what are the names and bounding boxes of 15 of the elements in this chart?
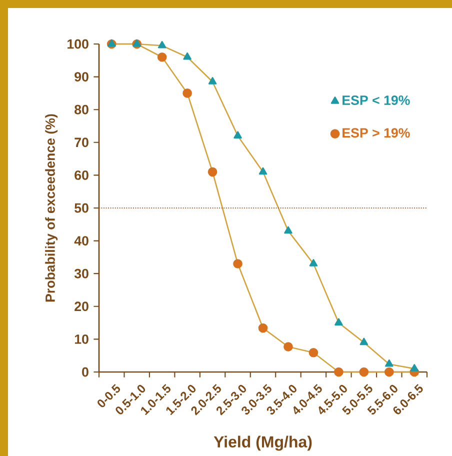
- y-tick-label: 0: [82, 367, 88, 377]
- y-tick-label: 30: [74, 268, 88, 278]
- y-tick-label: 40: [74, 236, 88, 246]
- y-tick-label: 100: [68, 39, 88, 49]
- y-tick-label: 10: [74, 334, 88, 344]
- y-tick-label: 50: [74, 203, 88, 213]
- y-axis-title: Probability of exceedence (%): [45, 114, 58, 302]
- y-tick-label: 20: [74, 302, 88, 312]
- y-tick-label: 80: [74, 104, 88, 114]
- legend-label: ESP < 19%: [342, 96, 410, 105]
- y-tick-label: 60: [74, 170, 88, 180]
- y-tick-label: 90: [74, 72, 88, 82]
- y-tick-label: 70: [74, 138, 88, 148]
- legend-label: ESP > 19%: [342, 128, 410, 138]
- x-axis-title: Yield (Mg/ha): [214, 436, 312, 451]
